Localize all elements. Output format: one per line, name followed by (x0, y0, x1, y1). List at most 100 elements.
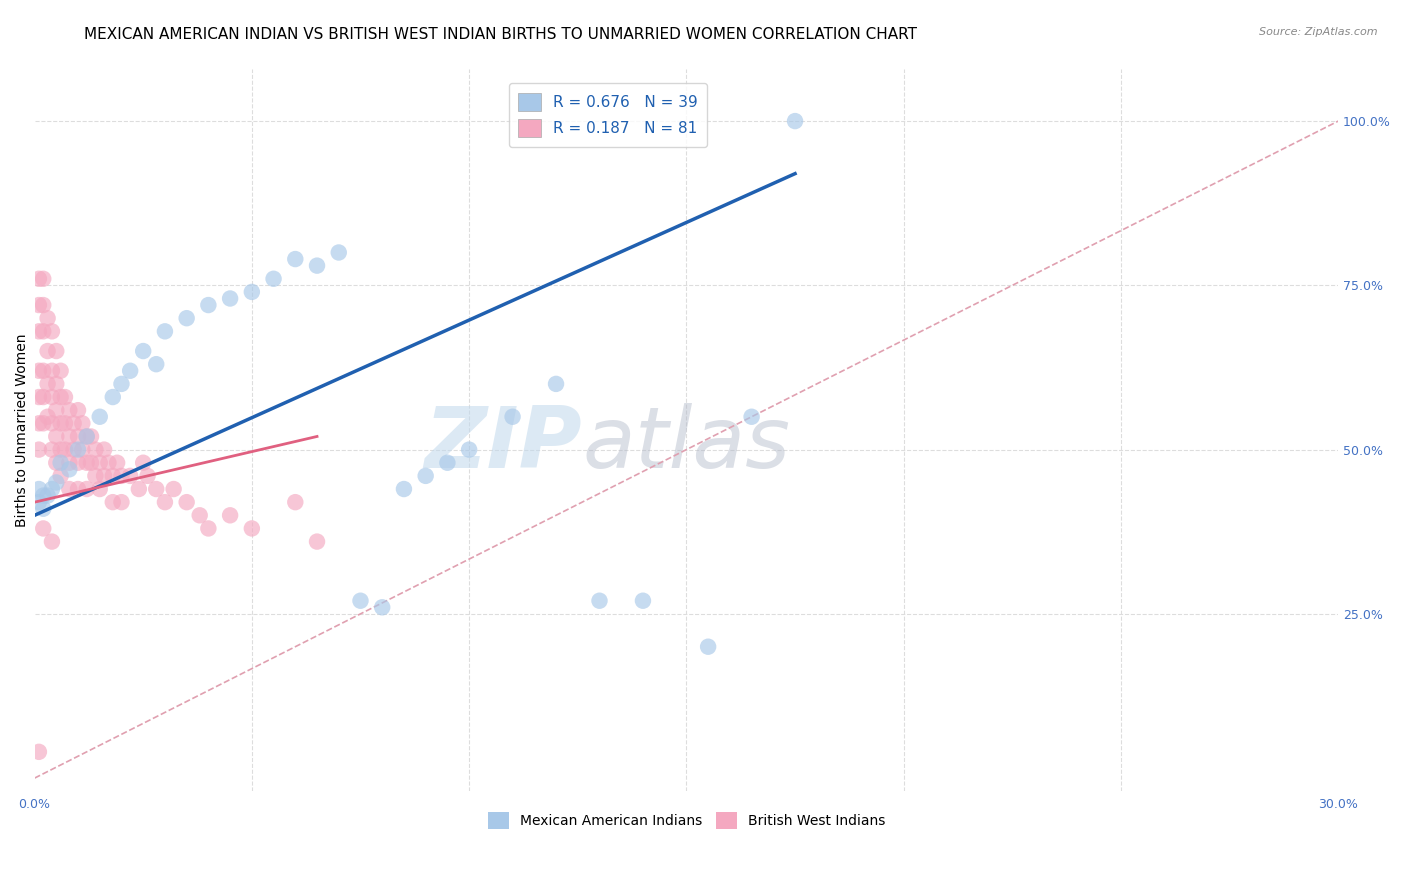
Point (32, 272, 55, 286)
Point (49, 456, 72, 470)
Text: Source: ZipAtlas.com: Source: ZipAtlas.com (1260, 27, 1378, 37)
Point (28, 298, 51, 312)
Point (28, 442, 51, 457)
Point (41, 534, 63, 549)
Point (392, 482, 415, 496)
Text: ZIP: ZIP (425, 403, 582, 486)
Point (58, 403, 80, 417)
Point (45, 429, 67, 443)
Point (41, 390, 63, 404)
Point (49, 417, 72, 431)
Point (284, 252, 307, 266)
Point (66, 403, 89, 417)
Point (37, 311, 59, 326)
Point (32, 489, 55, 503)
Point (41, 364, 63, 378)
Point (62, 417, 84, 431)
Point (37, 344, 59, 359)
Point (263, 272, 285, 286)
Point (132, 344, 155, 359)
Point (240, 285, 263, 299)
Point (305, 259, 328, 273)
Point (58, 482, 80, 496)
Point (53, 417, 76, 431)
Point (89, 482, 111, 496)
Point (741, 409, 763, 424)
Point (53, 442, 76, 457)
Point (84, 469, 107, 483)
Point (97, 456, 120, 470)
Point (219, 508, 242, 523)
Point (45, 456, 67, 470)
Text: MEXICAN AMERICAN INDIAN VS BRITISH WEST INDIAN BIRTHS TO UNMARRIED WOMEN CORRELA: MEXICAN AMERICAN INDIAN VS BRITISH WEST … (84, 27, 917, 42)
Point (32, 417, 55, 431)
Point (153, 324, 176, 338)
Point (145, 482, 167, 496)
Point (66, 482, 89, 496)
Point (28, 272, 51, 286)
Point (93, 469, 115, 483)
Point (62, 442, 84, 457)
Point (49, 364, 72, 378)
Legend: Mexican American Indians, British West Indians: Mexican American Indians, British West I… (482, 807, 890, 835)
Point (28, 390, 51, 404)
Point (101, 495, 124, 509)
Point (544, 376, 567, 391)
Point (136, 469, 159, 483)
Point (305, 534, 328, 549)
Point (49, 390, 72, 404)
Point (371, 600, 394, 615)
Point (197, 521, 219, 535)
Point (28, 364, 51, 378)
Point (66, 442, 89, 457)
Point (176, 311, 198, 326)
Point (783, 114, 806, 128)
Point (101, 390, 124, 404)
Point (66, 456, 89, 470)
Point (128, 482, 150, 496)
Point (697, 640, 720, 654)
Point (76, 456, 98, 470)
Point (58, 456, 80, 470)
Point (28, 495, 51, 509)
Point (219, 292, 242, 306)
Point (153, 495, 176, 509)
Point (32, 521, 55, 535)
Point (45, 344, 67, 359)
Point (84, 442, 107, 457)
Point (41, 482, 63, 496)
Point (240, 521, 263, 535)
Point (58, 429, 80, 443)
Point (76, 429, 98, 443)
Point (93, 442, 115, 457)
Point (105, 456, 128, 470)
Point (58, 462, 80, 476)
Y-axis label: Births to Unmarried Women: Births to Unmarried Women (15, 333, 30, 526)
Point (76, 429, 98, 443)
Point (41, 417, 63, 431)
Point (41, 442, 63, 457)
Point (110, 495, 132, 509)
Point (89, 409, 111, 424)
Point (45, 376, 67, 391)
Point (72, 442, 94, 457)
Point (53, 390, 76, 404)
Point (415, 469, 437, 483)
Point (28, 417, 51, 431)
Text: atlas: atlas (582, 403, 790, 486)
Point (72, 417, 94, 431)
Point (80, 429, 103, 443)
Point (32, 298, 55, 312)
Point (110, 469, 132, 483)
Point (120, 469, 142, 483)
Point (49, 469, 72, 483)
Point (37, 489, 59, 503)
Point (176, 495, 198, 509)
Point (101, 469, 124, 483)
Point (28, 324, 51, 338)
Point (349, 593, 371, 607)
Point (76, 482, 98, 496)
Point (49, 442, 72, 457)
Point (45, 475, 67, 490)
Point (145, 357, 167, 371)
